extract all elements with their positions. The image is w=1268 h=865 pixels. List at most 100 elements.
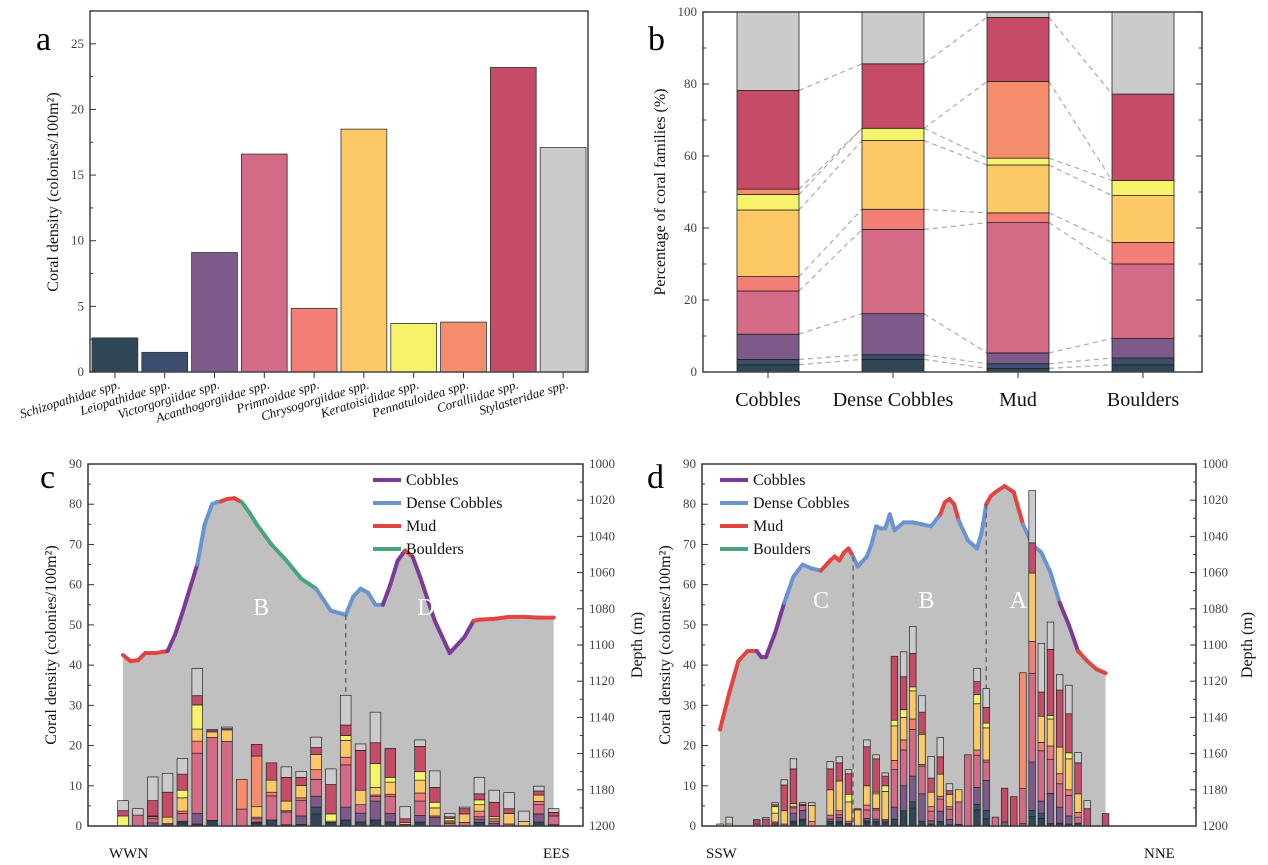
bar-segment-4 [1037,750,1045,802]
bar-segment-3 [533,813,545,823]
bar-segment-3 [973,787,981,805]
connector-line [1048,164,1113,197]
bar-segment-9 [872,758,880,793]
bar-segment-7 [384,776,396,783]
bar-segment-10 [414,739,426,747]
terrain-segment-mud [727,659,741,696]
bar-segment-9 [1101,813,1110,827]
bar-segment-4 [310,778,322,797]
stack-segment-6 [861,140,925,210]
terrain-segment-cobbles [763,630,778,660]
bar-segment-10 [310,736,322,748]
bar-segment-9 [473,793,486,801]
y2-tick-label: 1140 [589,709,615,724]
stack-segment-9 [736,90,800,190]
bar-segment-5 [909,718,917,730]
terrain-segment-dense-cobbles [855,554,869,569]
bar-segment-10 [909,626,917,654]
bar-segment-6 [369,787,382,796]
bar-segment-6 [1028,572,1036,642]
terrain-segment-dense-cobbles [864,542,874,559]
stack-segment-8 [986,81,1050,159]
bar-segment-10 [973,667,981,682]
bar-segment-9 [936,756,944,775]
bar-segment-10 [771,802,779,806]
bar-segment-9 [1000,787,1009,823]
connector-line [798,127,863,190]
bar-segment-6 [890,725,899,761]
bar-segment-4 [1046,758,1055,794]
legend-label-boulders: Boulders [406,541,464,558]
connector-line [1048,357,1113,365]
bar-segment-6 [503,813,515,825]
bar-segment-6 [473,804,486,812]
stack-segment-5 [861,208,925,230]
terrain-segment-dense-cobbles [328,608,348,617]
bar-segment-1 [369,819,382,827]
bar-segment-5 [1028,641,1036,674]
bar-segment-6 [936,773,944,797]
bar-segment-10 [918,695,926,713]
bar-segment-4 [835,814,843,818]
bar-segment-2 [1037,812,1045,819]
zone-label-b: B [919,588,935,614]
bar-segment-7 [340,735,352,741]
bar-segment-9 [147,800,159,817]
bar-segment-9 [762,818,770,827]
y2-tick-label: 1060 [1202,565,1228,580]
bar-segment-4 [533,804,545,815]
y-tick-label: 40 [683,657,696,672]
bar-segment-5 [899,739,908,751]
panel-d-y2-axis-title: Depth (m) [1239,612,1256,678]
bar-segment-4 [918,765,926,795]
bar-segment-3 [1046,793,1055,824]
bar-segment-6 [844,801,853,822]
connector-line [798,208,863,278]
bar-segment-4 [1065,795,1073,817]
bar-segment-9 [429,787,441,803]
bar-segment-6 [310,754,322,771]
zone-label-d: D [417,595,434,621]
bar-segment-4 [1056,783,1064,808]
bar-segment-4 [964,754,972,827]
y2-tick-label: 1100 [589,637,615,652]
bar-segment-5 [1074,811,1082,818]
legend-label-dense-cobbles: Dense Cobbles [406,495,502,512]
stack-segment-4 [986,222,1050,354]
x-tick-label: Cobbles [735,389,801,411]
terrain-segment-mud [718,691,732,732]
bar-segment-6 [414,779,426,794]
bar-segment-6 [429,807,441,817]
terrain-segment-mud [153,649,170,656]
bar-segment-10 [518,810,530,822]
bar-segment-9 [927,777,935,793]
bar-segment-3 [340,806,352,821]
bar-segment-4 [955,801,963,825]
bar-segment-10 [161,772,174,793]
stack-segment-1 [1111,364,1175,373]
bar-segment-10 [503,792,515,810]
bar-segment-3 [826,818,834,822]
panel-c-transect-chart: c Coral density (colonies/100m²) Depth (… [40,456,646,862]
terrain-segment-mud [1094,667,1108,676]
bar-segment-6 [206,731,218,738]
bar-segment-6 [955,789,963,803]
bar-segment-4 [132,814,144,827]
bar-segment-9 [844,773,853,795]
bar-9 [489,67,537,373]
bar-segment-3 [354,812,367,823]
bar-segment-10 [835,756,843,764]
stack-segment-8 [736,188,800,195]
bar-segment-6 [488,815,500,820]
stack-segment-2 [861,354,925,360]
transect-start-label: SSW [706,846,738,862]
bar-segment-3 [1037,800,1045,814]
bar-segment-9 [1056,689,1064,748]
bar-10 [539,147,587,373]
bar-segment-3 [835,817,843,822]
bar-segment-9 [890,655,899,721]
panel-b-y-axis-title: Percentage of coral families (%) [652,88,669,295]
y-tick-label: 30 [683,697,696,712]
bar-segment-10 [221,726,233,730]
terrain-segment-mud [477,616,497,622]
